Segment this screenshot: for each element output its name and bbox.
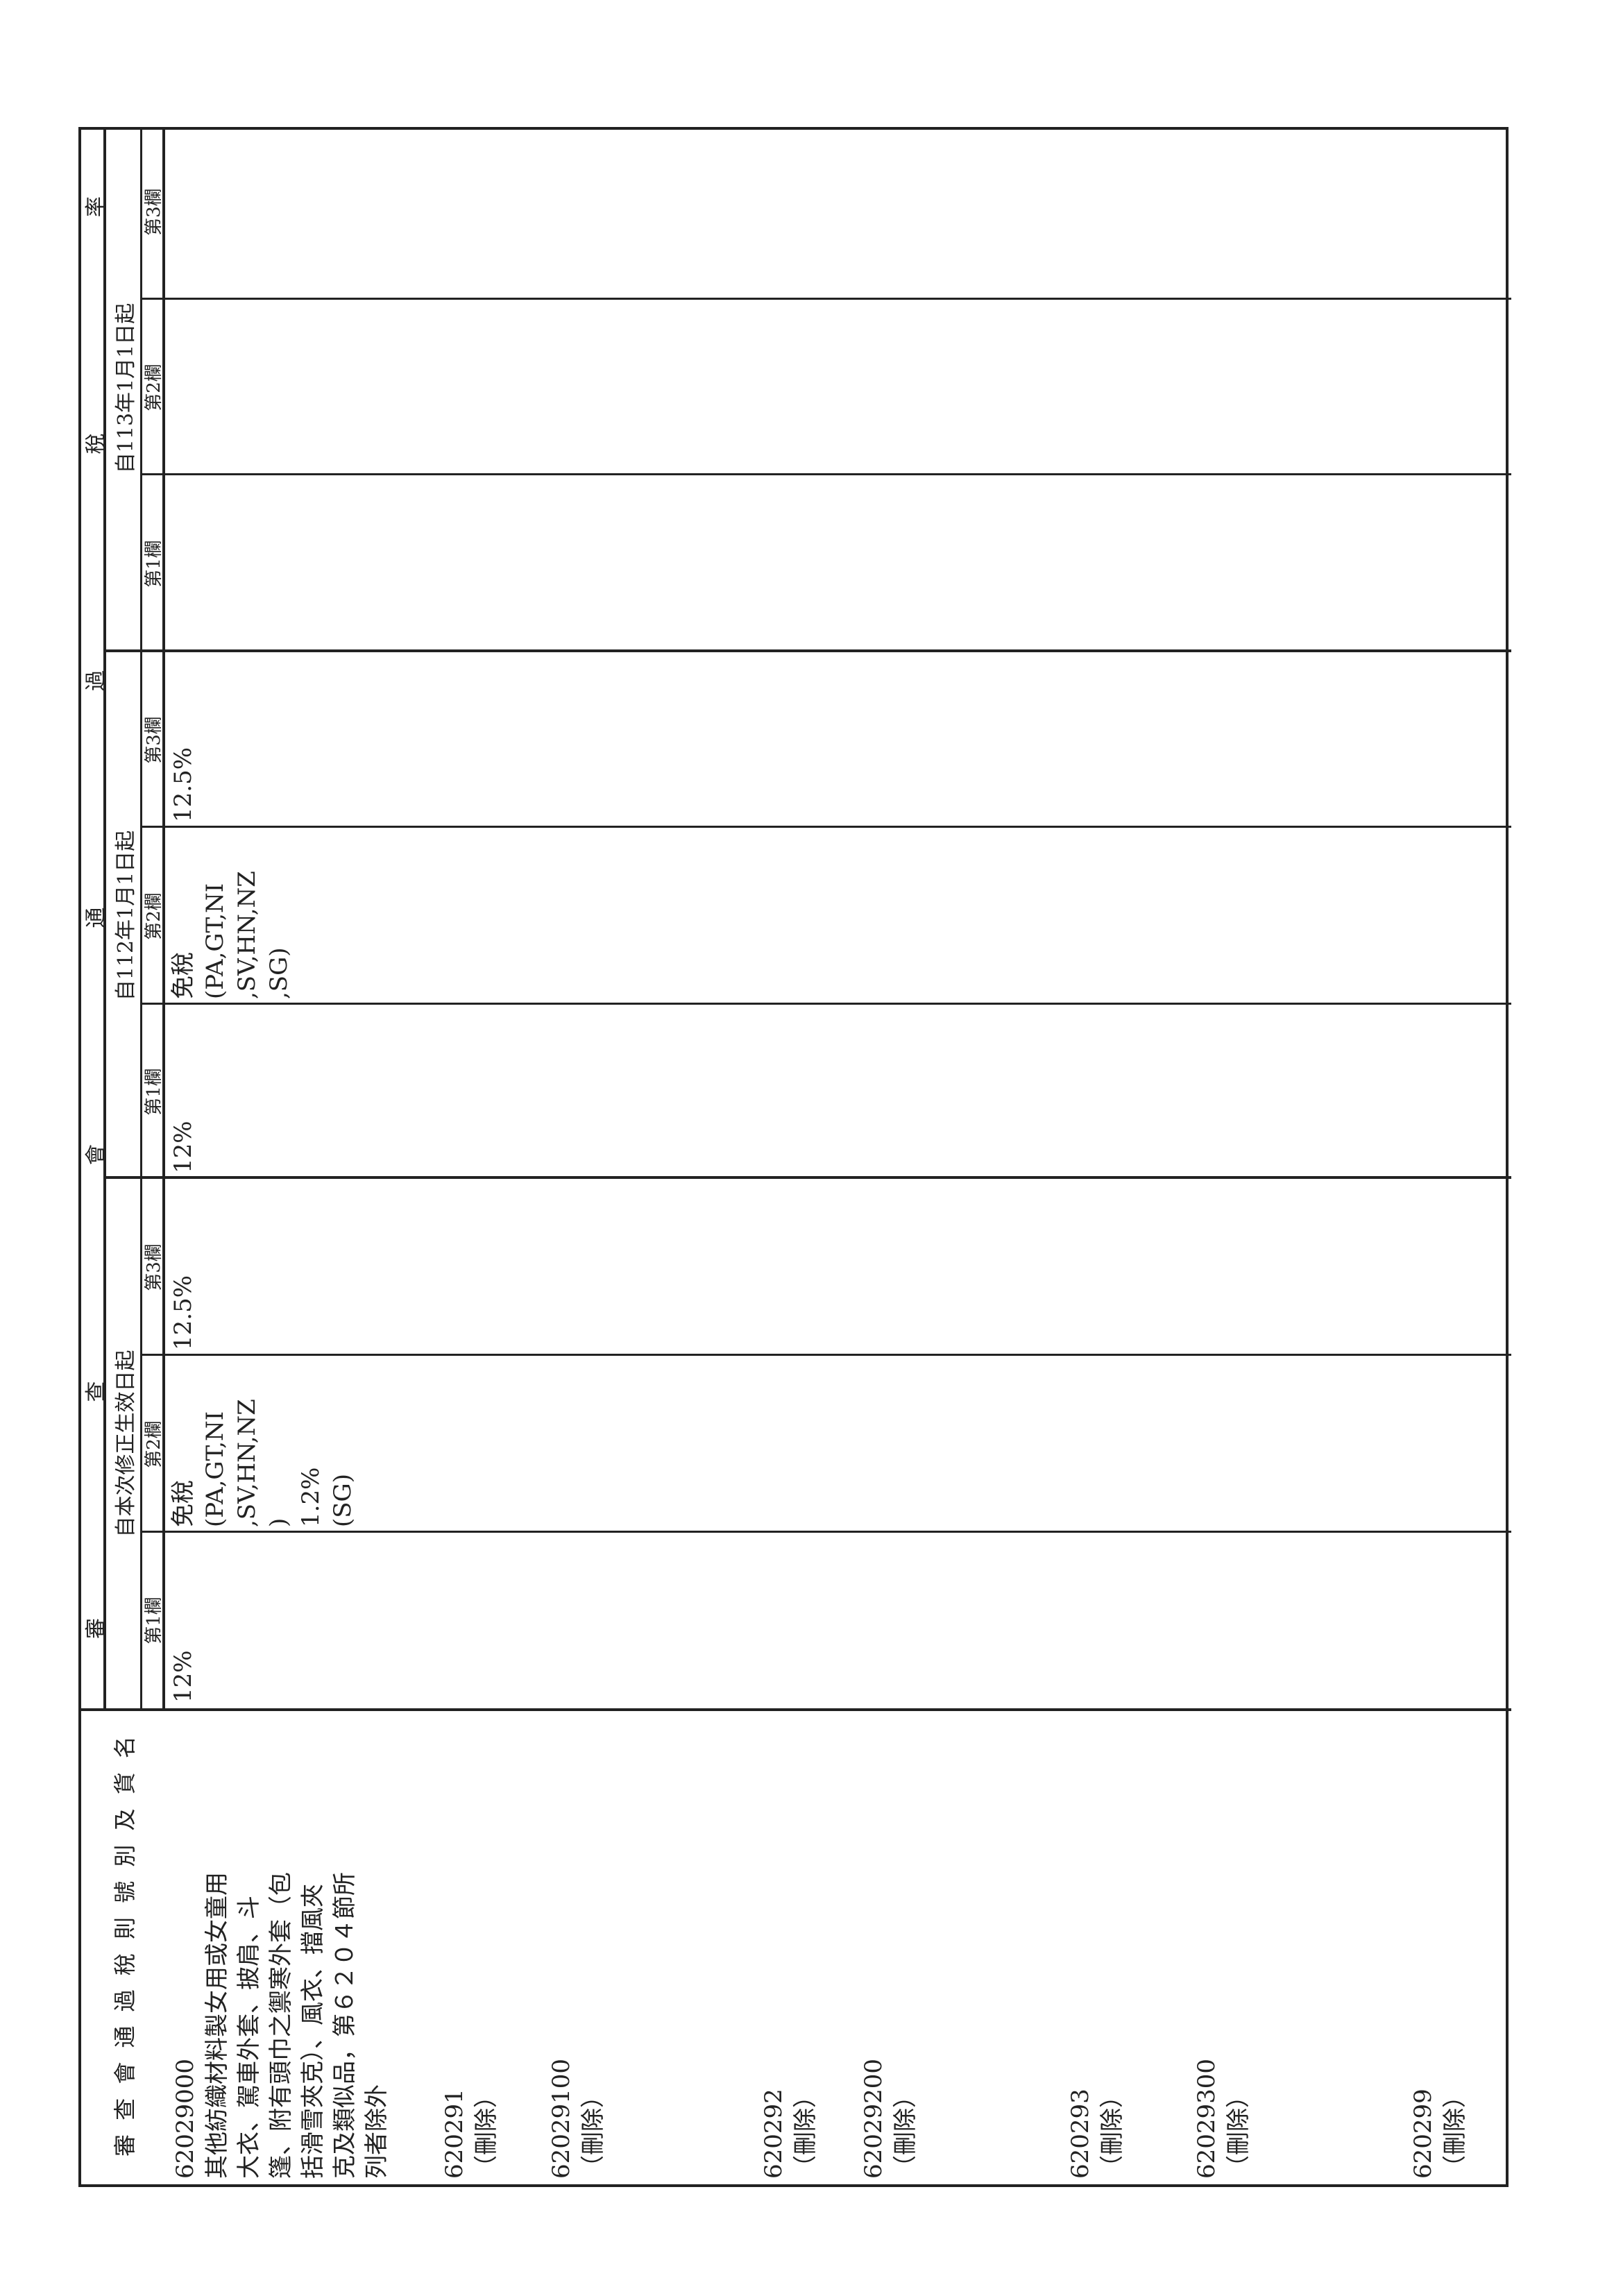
rate-cell: 免稅 (PA,GT,NI ,SV,HN,NZ ) 1.2% (SG) bbox=[169, 1399, 357, 1527]
group-header: 自113年1月1日起 bbox=[113, 303, 138, 474]
header-char: 名 bbox=[111, 1736, 138, 1759]
header-char: 會 bbox=[111, 2061, 138, 2084]
rate-cell: 免稅 (PA,GT,NI ,SV,HN,NZ ,SG) bbox=[169, 871, 293, 999]
list-item: 62029000 其他紡織材料製女用或女童用 大衣、駕車外套、披肩、斗 篷、附有頭… bbox=[169, 1872, 393, 2179]
header-char: 貨 bbox=[111, 1772, 138, 1795]
column-header: 第2欄 bbox=[144, 364, 164, 411]
tariff-code: 620292 bbox=[760, 2089, 788, 2179]
list-item: 620291 （刪除） bbox=[439, 2084, 502, 2179]
column-header: 第1欄 bbox=[144, 540, 164, 588]
rate-cell: 12.5% bbox=[169, 747, 197, 822]
header-char: 查 bbox=[111, 2098, 138, 2120]
header-char: 審 bbox=[111, 2134, 138, 2157]
commodity-description: （刪除） bbox=[1098, 2084, 1126, 2179]
commodity-description: （刪除） bbox=[892, 2084, 919, 2179]
commodity-description: 其他紡織材料製女用或女童用 大衣、駕車外套、披肩、斗 篷、附有頭巾之禦寒外套（包… bbox=[203, 1872, 391, 2179]
tariff-table: 審查會通過稅則號別及貨名 審查會通過稅率 自本次修正生效日起 第1欄 第2欄 第3欄自… bbox=[78, 127, 1511, 2187]
commodity-description: （刪除） bbox=[792, 2084, 819, 2179]
header-char: 別 bbox=[111, 1844, 138, 1867]
list-item: 62029300 （刪除） bbox=[1191, 2059, 1255, 2179]
commodity-cell: 62029000 其他紡織材料製女用或女童用 大衣、駕車外套、披肩、斗 篷、附有頭… bbox=[165, 1711, 1509, 2184]
column-header: 第1欄 bbox=[144, 1068, 164, 1116]
list-item: 620292 （刪除） bbox=[758, 2084, 822, 2179]
group-header: 自112年1月1日起 bbox=[113, 830, 138, 1001]
tariff-code: 62029300 bbox=[1193, 2058, 1221, 2179]
column-header: 第2欄 bbox=[144, 1420, 164, 1468]
column-header: 第3欄 bbox=[144, 188, 164, 236]
list-item: 620293 （刪除） bbox=[1064, 2084, 1128, 2179]
column-header: 第1欄 bbox=[144, 1597, 164, 1644]
column-header: 第3欄 bbox=[144, 1243, 164, 1291]
rate-group-header: 審查會通過稅率 bbox=[81, 127, 108, 1708]
tariff-code: 620299 bbox=[1409, 2089, 1437, 2179]
rate-cell: 12% bbox=[169, 1121, 197, 1173]
tariff-code: 62029000 bbox=[171, 2058, 199, 2179]
header-char: 通 bbox=[111, 2025, 138, 2048]
tariff-code: 62029200 bbox=[860, 2058, 887, 2179]
group-header: 自本次修正生效日起 bbox=[113, 1350, 138, 1538]
list-item: 62029100 （刪除） bbox=[545, 2059, 609, 2179]
rate-cell: 12.5% bbox=[169, 1275, 197, 1350]
tariff-code: 62029100 bbox=[547, 2058, 575, 2179]
list-item: 62029200 （刪除） bbox=[858, 2059, 921, 2179]
rate-cell: 12% bbox=[169, 1650, 197, 1703]
tariff-code: 620291 bbox=[441, 2089, 468, 2179]
header-char: 號 bbox=[111, 1880, 138, 1903]
commodity-description: （刪除） bbox=[1441, 2084, 1469, 2179]
column-header: 第2欄 bbox=[144, 892, 164, 940]
header-char: 則 bbox=[111, 1916, 138, 1939]
commodity-description: （刪除） bbox=[473, 2084, 500, 2179]
header-char: 過 bbox=[111, 1989, 138, 2012]
commodity-description: （刪除） bbox=[579, 2084, 607, 2179]
list-item: 620299 （刪除） bbox=[1407, 2084, 1471, 2179]
column-header: 第3欄 bbox=[144, 716, 164, 764]
commodity-column-header: 審查會通過稅則號別及貨名 bbox=[81, 1708, 165, 2184]
header-char: 及 bbox=[111, 1808, 138, 1831]
commodity-description: （刪除） bbox=[1225, 2084, 1252, 2179]
tariff-code: 620293 bbox=[1067, 2089, 1094, 2179]
header-char: 稅 bbox=[111, 1953, 138, 1976]
